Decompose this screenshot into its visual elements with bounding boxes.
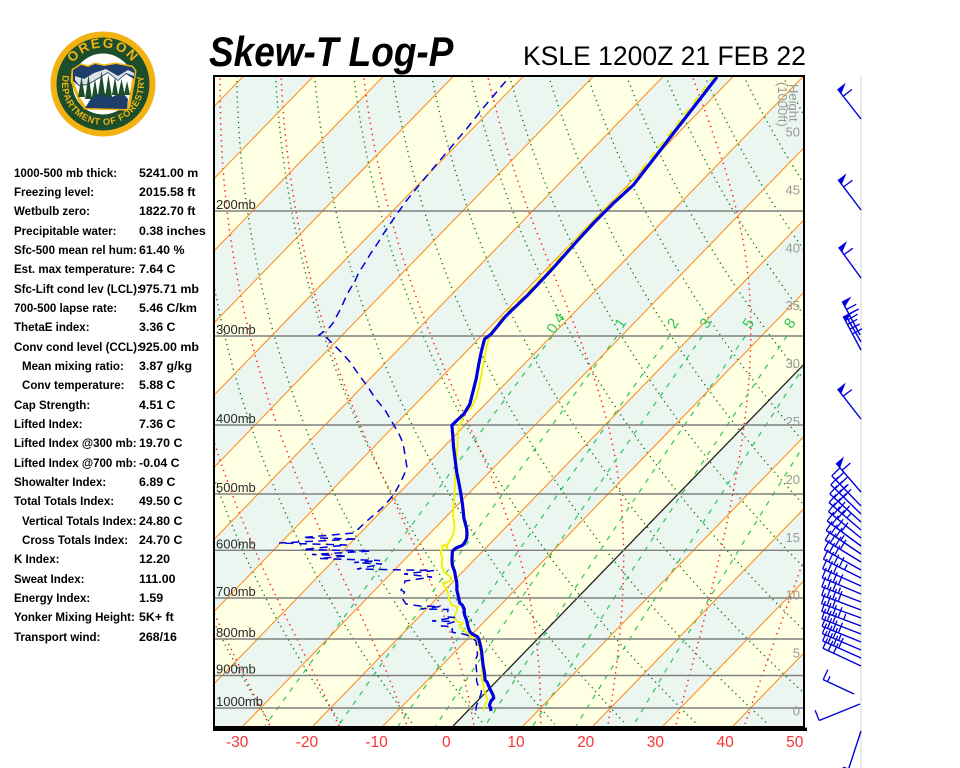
svg-text:30: 30 <box>786 356 800 371</box>
svg-text:35: 35 <box>786 298 800 313</box>
svg-text:20: 20 <box>786 472 800 487</box>
svg-text:-10: -10 <box>365 734 388 751</box>
svg-text:10: 10 <box>786 588 800 603</box>
svg-text:900mb: 900mb <box>216 662 256 677</box>
svg-text:5: 5 <box>793 646 800 661</box>
svg-text:0: 0 <box>442 734 451 751</box>
svg-text:10: 10 <box>507 734 525 751</box>
svg-text:600mb: 600mb <box>216 536 256 551</box>
svg-text:500mb: 500mb <box>216 480 256 495</box>
svg-text:700mb: 700mb <box>216 584 256 599</box>
svg-text:0: 0 <box>793 704 800 719</box>
svg-text:25: 25 <box>786 414 800 429</box>
svg-text:1000mb: 1000mb <box>216 694 263 709</box>
svg-text:Height: Height <box>786 84 801 122</box>
svg-text:45: 45 <box>786 183 800 198</box>
svg-text:-30: -30 <box>226 734 249 751</box>
svg-text:15: 15 <box>786 530 800 545</box>
svg-text:50: 50 <box>786 734 804 751</box>
svg-text:40: 40 <box>716 734 734 751</box>
svg-text:800mb: 800mb <box>216 625 256 640</box>
svg-text:400mb: 400mb <box>216 411 256 426</box>
svg-text:50: 50 <box>786 125 800 140</box>
svg-text:20: 20 <box>577 734 595 751</box>
svg-text:200mb: 200mb <box>216 197 256 212</box>
svg-text:-20: -20 <box>296 734 319 751</box>
svg-text:(1000ft): (1000ft) <box>775 82 790 127</box>
svg-text:40: 40 <box>786 241 800 256</box>
svg-text:300mb: 300mb <box>216 322 256 337</box>
svg-text:30: 30 <box>647 734 665 751</box>
